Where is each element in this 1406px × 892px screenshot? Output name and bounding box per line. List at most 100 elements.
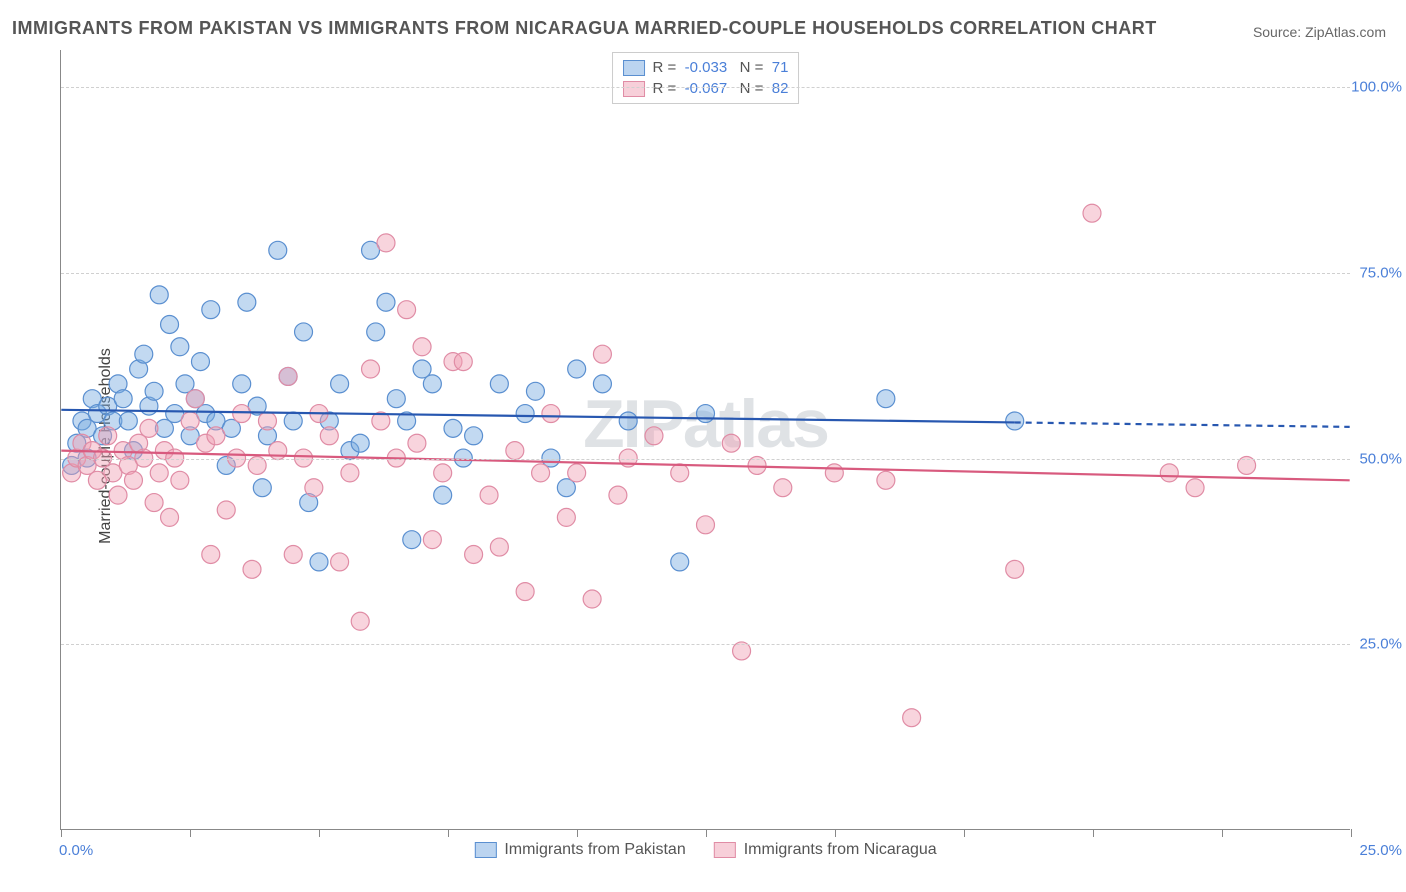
x-tick bbox=[964, 829, 965, 837]
data-point bbox=[258, 412, 276, 430]
plot-area: ZIPatlas R = -0.033 N = 71 R = -0.067 N … bbox=[60, 50, 1350, 830]
data-point bbox=[444, 419, 462, 437]
data-point bbox=[197, 434, 215, 452]
data-point bbox=[83, 442, 101, 460]
data-point bbox=[124, 471, 142, 489]
data-point bbox=[583, 590, 601, 608]
gridline bbox=[61, 459, 1350, 460]
data-point bbox=[413, 360, 431, 378]
x-tick bbox=[706, 829, 707, 837]
data-point bbox=[73, 412, 91, 430]
data-point bbox=[233, 405, 251, 423]
data-point bbox=[557, 479, 575, 497]
data-point bbox=[68, 434, 86, 452]
data-point bbox=[671, 553, 689, 571]
data-point bbox=[207, 412, 225, 430]
data-point bbox=[490, 375, 508, 393]
data-point bbox=[150, 464, 168, 482]
data-point bbox=[269, 442, 287, 460]
data-point bbox=[253, 479, 271, 497]
regression-line bbox=[61, 410, 1014, 423]
data-point bbox=[377, 234, 395, 252]
data-point bbox=[300, 494, 318, 512]
data-point bbox=[1006, 412, 1024, 430]
legend-stats-pakistan: R = -0.033 N = 71 bbox=[653, 59, 789, 76]
data-point bbox=[258, 427, 276, 445]
data-point bbox=[114, 442, 132, 460]
data-point bbox=[130, 360, 148, 378]
data-point bbox=[181, 412, 199, 430]
regression-line-dashed bbox=[1015, 422, 1350, 426]
data-point bbox=[697, 405, 715, 423]
data-point bbox=[269, 241, 287, 259]
data-point bbox=[903, 709, 921, 727]
data-point bbox=[722, 434, 740, 452]
data-point bbox=[150, 286, 168, 304]
data-point bbox=[351, 612, 369, 630]
data-point bbox=[155, 442, 173, 460]
data-point bbox=[99, 427, 117, 445]
source-label: Source: ZipAtlas.com bbox=[1253, 24, 1386, 40]
swatch-blue-icon bbox=[474, 842, 496, 858]
legend-item-pakistan: Immigrants from Pakistan bbox=[474, 841, 685, 859]
data-point bbox=[119, 412, 137, 430]
data-point bbox=[73, 434, 91, 452]
data-point bbox=[176, 375, 194, 393]
data-point bbox=[465, 546, 483, 564]
data-point bbox=[78, 419, 96, 437]
legend-stats-nicaragua: R = -0.067 N = 82 bbox=[653, 80, 789, 97]
data-point bbox=[516, 405, 534, 423]
gridline bbox=[61, 273, 1350, 274]
data-point bbox=[413, 338, 431, 356]
data-point bbox=[243, 560, 261, 578]
data-point bbox=[171, 471, 189, 489]
legend-row-nicaragua: R = -0.067 N = 82 bbox=[623, 78, 789, 99]
x-tick bbox=[190, 829, 191, 837]
data-point bbox=[593, 375, 611, 393]
data-point bbox=[161, 508, 179, 526]
data-point bbox=[444, 353, 462, 371]
data-point bbox=[320, 412, 338, 430]
data-point bbox=[403, 531, 421, 549]
data-point bbox=[140, 419, 158, 437]
data-point bbox=[279, 367, 297, 385]
data-point bbox=[341, 442, 359, 460]
x-tick-label: 25.0% bbox=[1359, 842, 1402, 859]
data-point bbox=[238, 293, 256, 311]
chart-title: IMMIGRANTS FROM PAKISTAN VS IMMIGRANTS F… bbox=[12, 18, 1157, 39]
data-point bbox=[135, 345, 153, 363]
data-point bbox=[434, 464, 452, 482]
data-point bbox=[362, 360, 380, 378]
x-tick bbox=[1222, 829, 1223, 837]
data-point bbox=[222, 419, 240, 437]
data-point bbox=[398, 412, 416, 430]
series-legend: Immigrants from Pakistan Immigrants from… bbox=[474, 841, 936, 859]
data-point bbox=[202, 301, 220, 319]
data-point bbox=[186, 390, 204, 408]
legend-row-pakistan: R = -0.033 N = 71 bbox=[623, 57, 789, 78]
data-point bbox=[63, 464, 81, 482]
data-point bbox=[362, 241, 380, 259]
data-point bbox=[181, 427, 199, 445]
data-point bbox=[1083, 204, 1101, 222]
data-point bbox=[1006, 560, 1024, 578]
y-tick-label: 25.0% bbox=[1359, 636, 1402, 653]
data-point bbox=[398, 301, 416, 319]
data-point bbox=[197, 405, 215, 423]
data-point bbox=[99, 397, 117, 415]
data-point bbox=[310, 553, 328, 571]
data-point bbox=[305, 479, 323, 497]
data-point bbox=[145, 382, 163, 400]
data-point bbox=[279, 367, 297, 385]
data-point bbox=[155, 419, 173, 437]
legend-item-nicaragua: Immigrants from Nicaragua bbox=[714, 841, 937, 859]
data-point bbox=[145, 494, 163, 512]
data-point bbox=[609, 486, 627, 504]
data-point bbox=[619, 412, 637, 430]
data-point bbox=[186, 390, 204, 408]
data-point bbox=[248, 397, 266, 415]
data-point bbox=[284, 412, 302, 430]
scatter-svg bbox=[61, 50, 1350, 829]
data-point bbox=[542, 405, 560, 423]
correlation-legend: R = -0.033 N = 71 R = -0.067 N = 82 bbox=[612, 52, 800, 104]
